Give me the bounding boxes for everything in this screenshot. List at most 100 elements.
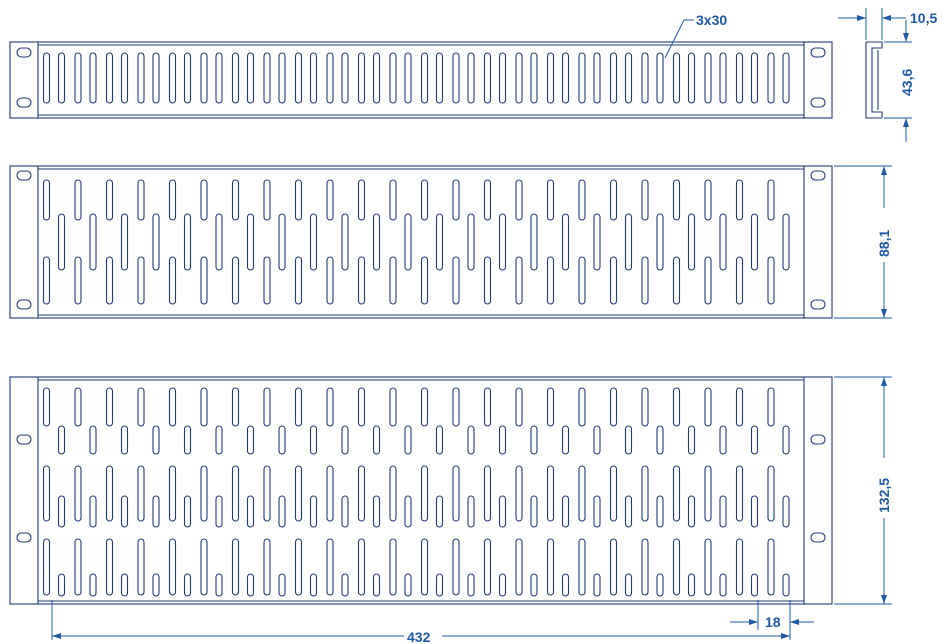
vent-slot <box>215 495 223 528</box>
vent-slot <box>326 179 334 221</box>
vent-slot <box>767 387 775 427</box>
vent-slot <box>278 52 286 104</box>
vent-slot <box>578 52 586 104</box>
vent-slot <box>105 538 114 596</box>
vent-slot <box>719 495 727 528</box>
side-depth-label: 10,5 <box>910 10 937 26</box>
vent-slot <box>704 538 712 596</box>
vent-slot <box>672 52 681 104</box>
vent-slot <box>467 213 475 271</box>
vent-slot <box>498 573 507 597</box>
vent-slot <box>326 387 334 427</box>
slot-size-label: 3x30 <box>696 12 727 28</box>
slots-1u <box>42 52 790 104</box>
vent-slot <box>561 213 570 271</box>
vent-slot <box>263 387 271 427</box>
vent-slot <box>57 573 66 597</box>
vent-slot <box>389 179 397 221</box>
arrowhead <box>881 595 887 604</box>
vent-slot <box>309 213 318 271</box>
vent-slot <box>467 573 475 597</box>
vent-slot <box>404 425 412 455</box>
slot-width-label: 432 <box>407 629 431 644</box>
vent-slot <box>420 52 429 104</box>
vent-slot <box>341 52 349 104</box>
arrowhead <box>881 309 887 318</box>
vent-slot <box>246 213 255 271</box>
vent-slot <box>609 179 618 221</box>
vent-slot <box>546 52 555 104</box>
vent-slot <box>498 213 507 271</box>
vent-slot <box>767 465 775 522</box>
mounting-hole <box>16 97 32 108</box>
vent-slot <box>389 465 397 522</box>
vent-slot <box>750 213 759 271</box>
vent-slot <box>200 465 208 522</box>
vent-slot <box>767 256 775 305</box>
vent-slot <box>200 52 208 104</box>
vent-slot <box>294 538 303 596</box>
vent-slot <box>483 179 492 221</box>
vent-slot <box>42 538 51 596</box>
vent-slot <box>656 52 664 104</box>
vent-slot <box>357 256 366 305</box>
arrowhead <box>52 633 61 639</box>
vent-slot <box>420 387 429 427</box>
vent-slot <box>294 465 303 522</box>
vent-slot <box>467 425 475 455</box>
vent-slot <box>341 213 349 271</box>
vent-slot <box>578 538 586 596</box>
vent-slot <box>372 425 381 455</box>
vent-slot <box>246 52 255 104</box>
vent-slot <box>404 495 412 528</box>
vent-slot <box>309 425 318 455</box>
vent-slot <box>357 52 366 104</box>
vent-slot <box>546 465 555 522</box>
vent-slot <box>704 465 712 522</box>
vent-slot <box>578 387 586 427</box>
vent-slot <box>42 387 51 427</box>
vent-slot <box>467 52 475 104</box>
vent-slot <box>687 573 696 597</box>
vent-slot <box>89 495 97 528</box>
vent-slot <box>735 387 744 427</box>
vent-slot <box>719 213 727 271</box>
vent-slot <box>641 465 649 522</box>
vent-slot <box>750 52 759 104</box>
vent-slot <box>483 387 492 427</box>
vent-slot <box>389 256 397 305</box>
vent-slot <box>294 52 303 104</box>
panel-2u-outline <box>9 165 833 319</box>
vent-slot <box>452 538 460 596</box>
vent-slot <box>137 52 145 104</box>
dimension-slot-pitch: 18 <box>730 600 814 630</box>
vent-slot <box>435 573 444 597</box>
vent-slot <box>483 52 492 104</box>
vent-slot <box>168 538 177 596</box>
vent-slot <box>452 256 460 305</box>
vent-slot <box>498 425 507 455</box>
vent-slot <box>515 538 523 596</box>
mounting-hole <box>810 299 826 310</box>
vent-slot <box>231 179 240 221</box>
vent-slot <box>57 213 66 271</box>
vent-slot <box>515 179 523 221</box>
vent-slot <box>152 52 160 104</box>
vent-slot <box>372 52 381 104</box>
dimension-height-3u: 132,5 <box>834 376 892 605</box>
vent-slot <box>137 538 145 596</box>
vent-slot <box>341 573 349 597</box>
vent-slot <box>294 256 303 305</box>
vent-slot <box>593 573 601 597</box>
vent-slot <box>687 495 696 528</box>
mounting-hole <box>810 170 826 181</box>
vent-slot <box>294 387 303 427</box>
vent-slot <box>309 52 318 104</box>
vent-slot <box>672 387 681 427</box>
dimension-side-depth: 10,5 <box>838 8 937 40</box>
vent-slot <box>750 573 759 597</box>
vent-slot <box>105 465 114 522</box>
vent-slot <box>767 179 775 221</box>
vent-slot <box>530 52 538 104</box>
